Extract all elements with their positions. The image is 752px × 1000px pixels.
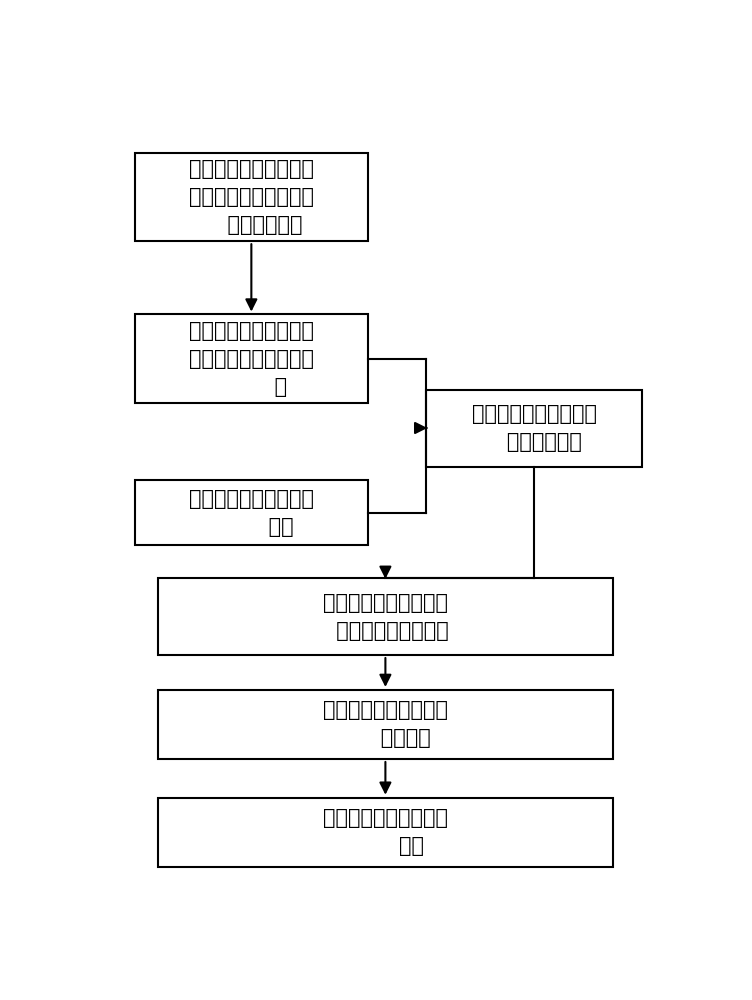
- Text: 断路器动作、投切电容
器、中性点电位升高等
    电磁暂态过程: 断路器动作、投切电容 器、中性点电位升高等 电磁暂态过程: [189, 159, 314, 235]
- Bar: [135, 153, 368, 241]
- Bar: [158, 798, 613, 867]
- Bar: [158, 578, 613, 655]
- Bar: [158, 690, 613, 759]
- Bar: [135, 480, 368, 545]
- Text: 绘制耗散系数与频率的
      关系曲线: 绘制耗散系数与频率的 关系曲线: [323, 700, 448, 748]
- Text: 判断变压器套管的绝缘
        状态: 判断变压器套管的绝缘 状态: [323, 808, 448, 856]
- Bar: [426, 390, 642, 467]
- Text: 电力变压器入口母线处
产生电压的电磁暂态振
         荡: 电力变压器入口母线处 产生电压的电磁暂态振 荡: [189, 321, 314, 397]
- Bar: [135, 314, 368, 403]
- Text: 计算不同频率下的表征
  介质损耗的耗散系数: 计算不同频率下的表征 介质损耗的耗散系数: [323, 593, 448, 641]
- Text: 变压器套管末屏的接地
         电流: 变压器套管末屏的接地 电流: [189, 489, 314, 537]
- Text: 采用小波包变化对采集
   信号进行处理: 采用小波包变化对采集 信号进行处理: [472, 404, 596, 452]
